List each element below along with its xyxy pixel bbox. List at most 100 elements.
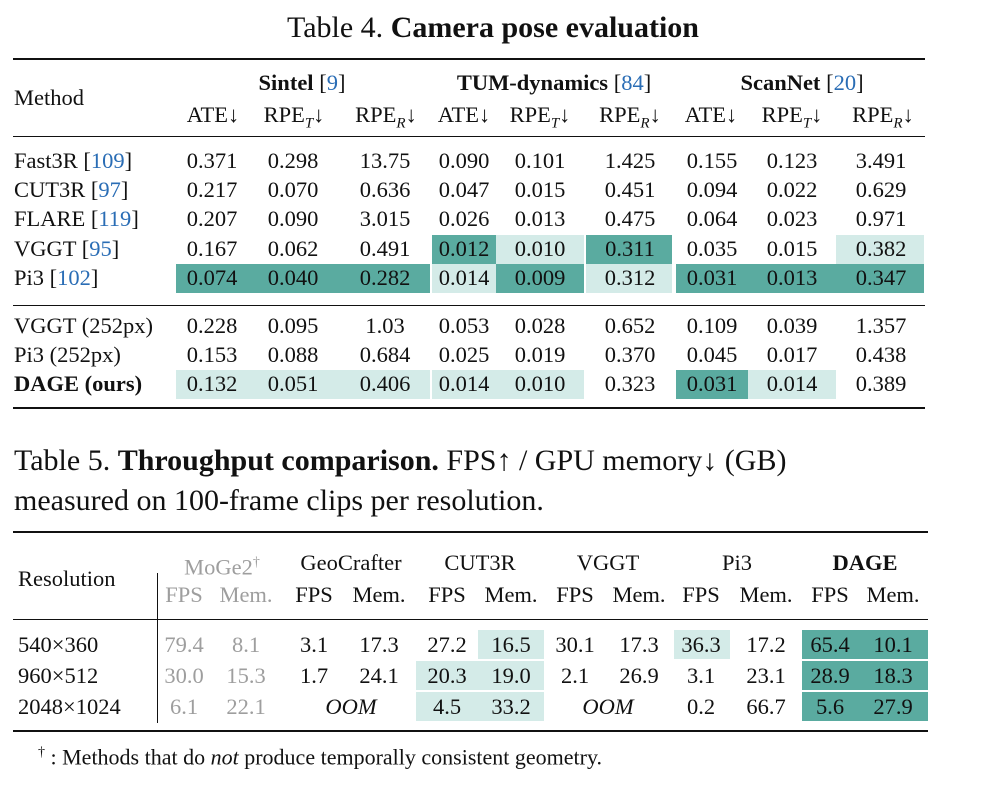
table-cell: 3.1 bbox=[299, 632, 329, 657]
table-cell: 0.323 bbox=[604, 371, 656, 396]
table-cell: 0.090 bbox=[438, 148, 490, 173]
table-cell: 0.207 bbox=[186, 206, 238, 231]
cite-link[interactable]: 9 bbox=[326, 70, 338, 95]
table4-caption-prefix: Table 4. bbox=[286, 11, 384, 44]
table-cell: 0.217 bbox=[186, 177, 238, 202]
table-cell: 0.491 bbox=[359, 236, 411, 261]
table-cell: 0.371 bbox=[186, 148, 238, 173]
table-cell: 16.5 bbox=[491, 632, 531, 657]
cite-link[interactable]: 84 bbox=[621, 70, 644, 95]
cite-link[interactable]: 97 bbox=[98, 177, 121, 202]
table-cell: 8.1 bbox=[231, 632, 261, 657]
highlight-best bbox=[676, 264, 924, 293]
cite-link[interactable]: 119 bbox=[98, 206, 132, 231]
table-cell: 0.014 bbox=[438, 265, 490, 290]
table-cell: 0.019 bbox=[514, 342, 566, 367]
table-cell: 36.3 bbox=[681, 632, 721, 657]
table-cell: 0.167 bbox=[186, 236, 238, 261]
highlight-best bbox=[176, 264, 430, 293]
fps-header: FPS bbox=[682, 582, 720, 607]
fps-header: FPS bbox=[165, 582, 203, 607]
cite-link[interactable]: 109 bbox=[90, 148, 125, 173]
table-cell: 19.0 bbox=[491, 663, 531, 688]
method-name: DAGE (ours) bbox=[14, 371, 143, 396]
method-header-geocrafter: GeoCrafter bbox=[300, 550, 402, 575]
table-cell: 22.1 bbox=[226, 694, 266, 719]
resolution-label: 540×360 bbox=[18, 632, 99, 657]
group-header-scannet: ScanNet [20] bbox=[740, 70, 864, 95]
table4-mid-rule bbox=[13, 305, 925, 306]
table-cell: 3.015 bbox=[359, 206, 411, 231]
table5-caption-rest: FPS↑ / GPU memory↓ (GB) bbox=[446, 444, 787, 477]
table-cell: 0.013 bbox=[766, 265, 818, 290]
table-cell: 0.035 bbox=[686, 236, 738, 261]
footnote: † : Methods that do not produce temporal… bbox=[38, 744, 603, 770]
table-cell: 0.312 bbox=[604, 265, 656, 290]
cite-link[interactable]: 20 bbox=[833, 70, 857, 95]
metric-header-rpe-r: RPER↓ bbox=[355, 102, 417, 132]
table-cell: 15.3 bbox=[226, 663, 266, 688]
metric-header-ate: ATE↓ bbox=[437, 102, 491, 127]
table-cell: 17.3 bbox=[359, 632, 399, 657]
table5-bottom-rule bbox=[13, 730, 928, 732]
highlight-best bbox=[802, 630, 928, 659]
table-cell: 0.031 bbox=[686, 371, 738, 396]
mem-header: Mem. bbox=[352, 582, 406, 607]
table-cell: 0.010 bbox=[514, 236, 566, 261]
fps-header: FPS bbox=[556, 582, 594, 607]
fps-header: FPS bbox=[295, 582, 333, 607]
table-cell: 20.3 bbox=[427, 663, 467, 688]
table-cell: 0.438 bbox=[855, 342, 907, 367]
highlight-best bbox=[802, 661, 928, 690]
table-cell: 0.094 bbox=[686, 177, 738, 202]
table-cell: 0.023 bbox=[766, 206, 818, 231]
table-cell: 18.3 bbox=[873, 663, 913, 688]
table-cell: 24.1 bbox=[359, 663, 399, 688]
table-cell: 0.684 bbox=[359, 342, 411, 367]
table-cell: 0.051 bbox=[267, 371, 319, 396]
table-cell: 0.014 bbox=[766, 371, 818, 396]
metric-header-ate: ATE↓ bbox=[684, 102, 738, 127]
table-cell: 0.101 bbox=[514, 148, 566, 173]
cite-link[interactable]: 102 bbox=[57, 265, 91, 290]
table-cell: 0.064 bbox=[686, 206, 738, 231]
highlight-second bbox=[836, 235, 924, 264]
table-cell: 1.357 bbox=[855, 313, 907, 338]
method-name: CUT3R [97] bbox=[14, 177, 129, 202]
table-cell: 3.1 bbox=[686, 663, 716, 688]
highlight-best bbox=[432, 235, 496, 264]
highlight-best bbox=[496, 264, 584, 293]
table-cell: 0.370 bbox=[604, 342, 656, 367]
table-cell: 0.971 bbox=[855, 206, 907, 231]
table-cell: 17.3 bbox=[619, 632, 659, 657]
table-cell: 0.047 bbox=[438, 177, 490, 202]
method-name: Pi3 (252px) bbox=[14, 342, 121, 367]
table-cell: 0.009 bbox=[514, 265, 566, 290]
highlight-second bbox=[416, 692, 544, 721]
table-cell: 0.025 bbox=[438, 342, 490, 367]
table-cell: 0.123 bbox=[766, 148, 818, 173]
table-cell: 0.475 bbox=[604, 206, 656, 231]
metric-header-rpe-r: RPER↓ bbox=[852, 102, 914, 132]
cite-link[interactable]: 95 bbox=[89, 236, 112, 261]
table4-header-rule bbox=[13, 136, 925, 137]
table-cell: 0.311 bbox=[605, 236, 655, 261]
method-header: Method bbox=[14, 85, 84, 110]
table-cell: 0.062 bbox=[267, 236, 319, 261]
resolution-label: 2048×1024 bbox=[18, 694, 121, 719]
table5-top-rule bbox=[13, 531, 928, 533]
method-header-dage: DAGE bbox=[832, 550, 898, 575]
highlight-second bbox=[416, 661, 544, 690]
table-cell: 0.040 bbox=[267, 265, 319, 290]
table4-top-rule bbox=[13, 58, 925, 60]
table-cell: 0.2 bbox=[686, 694, 716, 719]
metric-header-rpe-t: RPET↓ bbox=[263, 102, 325, 132]
method-name: Pi3 [102] bbox=[14, 265, 99, 290]
method-name: VGGT [95] bbox=[14, 236, 120, 261]
mem-header: Mem. bbox=[219, 582, 273, 607]
table-cell: 30.1 bbox=[555, 632, 595, 657]
table-cell: 0.109 bbox=[686, 313, 738, 338]
table-cell: 27.9 bbox=[873, 694, 913, 719]
highlight-second bbox=[748, 370, 836, 399]
table-cell: 0.017 bbox=[766, 342, 818, 367]
